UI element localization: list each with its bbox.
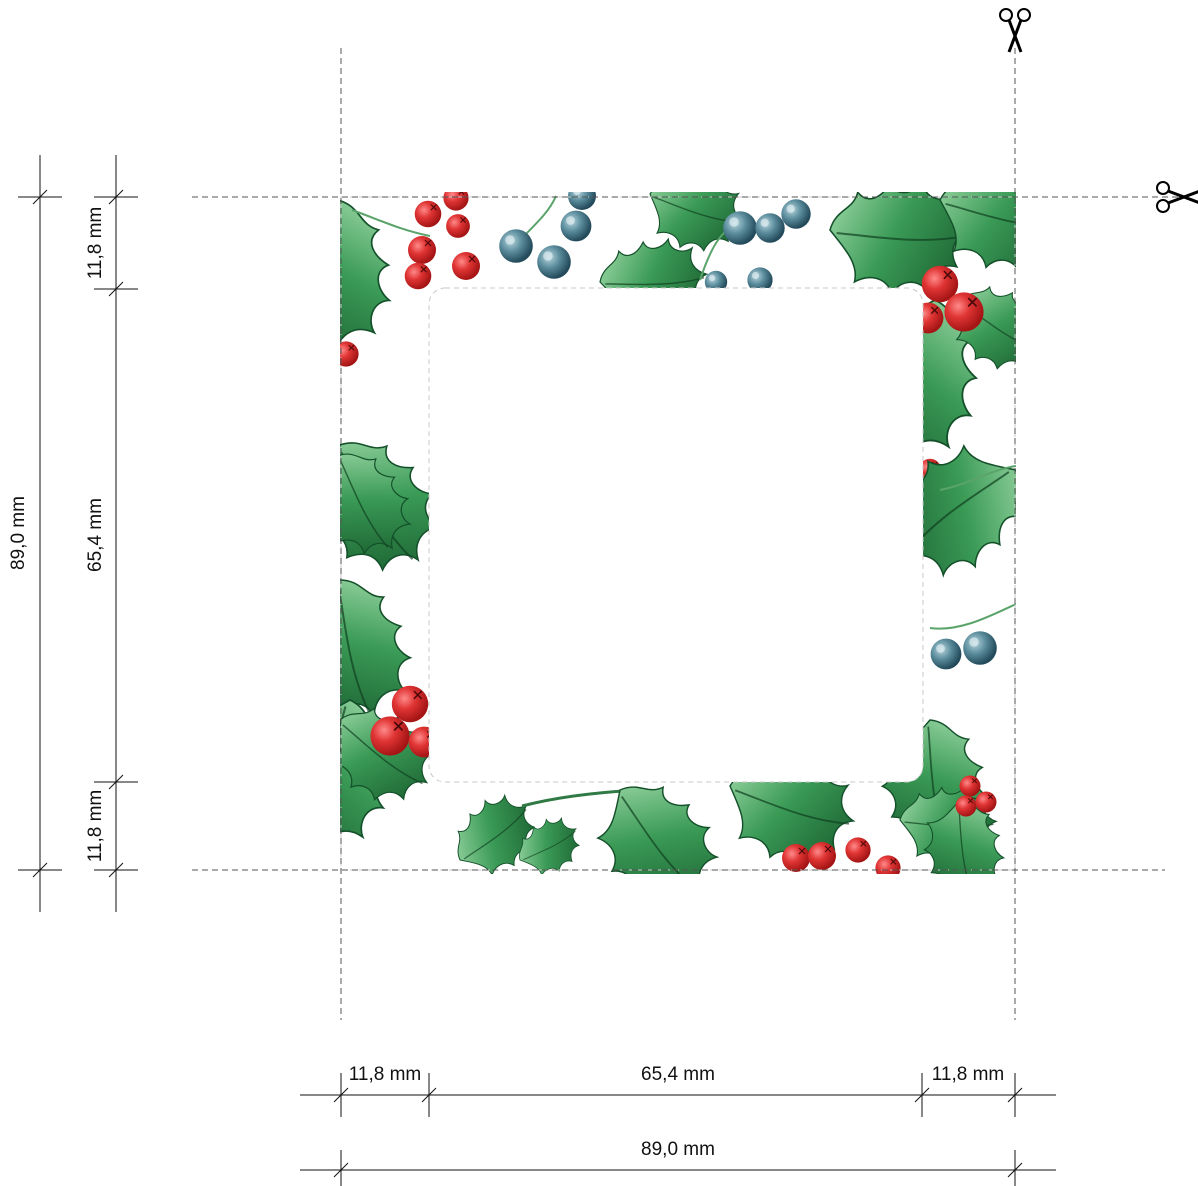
dim-height-margin-top: 11,8 mm <box>85 207 106 280</box>
dim-width-margin-left: 11,8 mm <box>349 1064 422 1085</box>
dim-width-margin-right: 11,8 mm <box>932 1064 1005 1085</box>
cut-guide-lines <box>192 48 1190 1020</box>
vertical-dimensions <box>18 155 138 912</box>
inner-window <box>428 287 924 783</box>
dim-height-margin-bottom: 11,8 mm <box>85 790 106 863</box>
dim-height-total: 89,0 mm <box>8 496 29 570</box>
dim-height-center: 65,4 mm <box>85 498 106 572</box>
dim-width-total: 89,0 mm <box>641 1139 715 1160</box>
horizontal-dimensions <box>300 1073 1056 1186</box>
holly-frame-artwork <box>340 192 1016 874</box>
dim-width-center: 65,4 mm <box>641 1064 715 1085</box>
scissors-icon <box>1156 181 1198 213</box>
scissors-icon <box>999 8 1031 53</box>
